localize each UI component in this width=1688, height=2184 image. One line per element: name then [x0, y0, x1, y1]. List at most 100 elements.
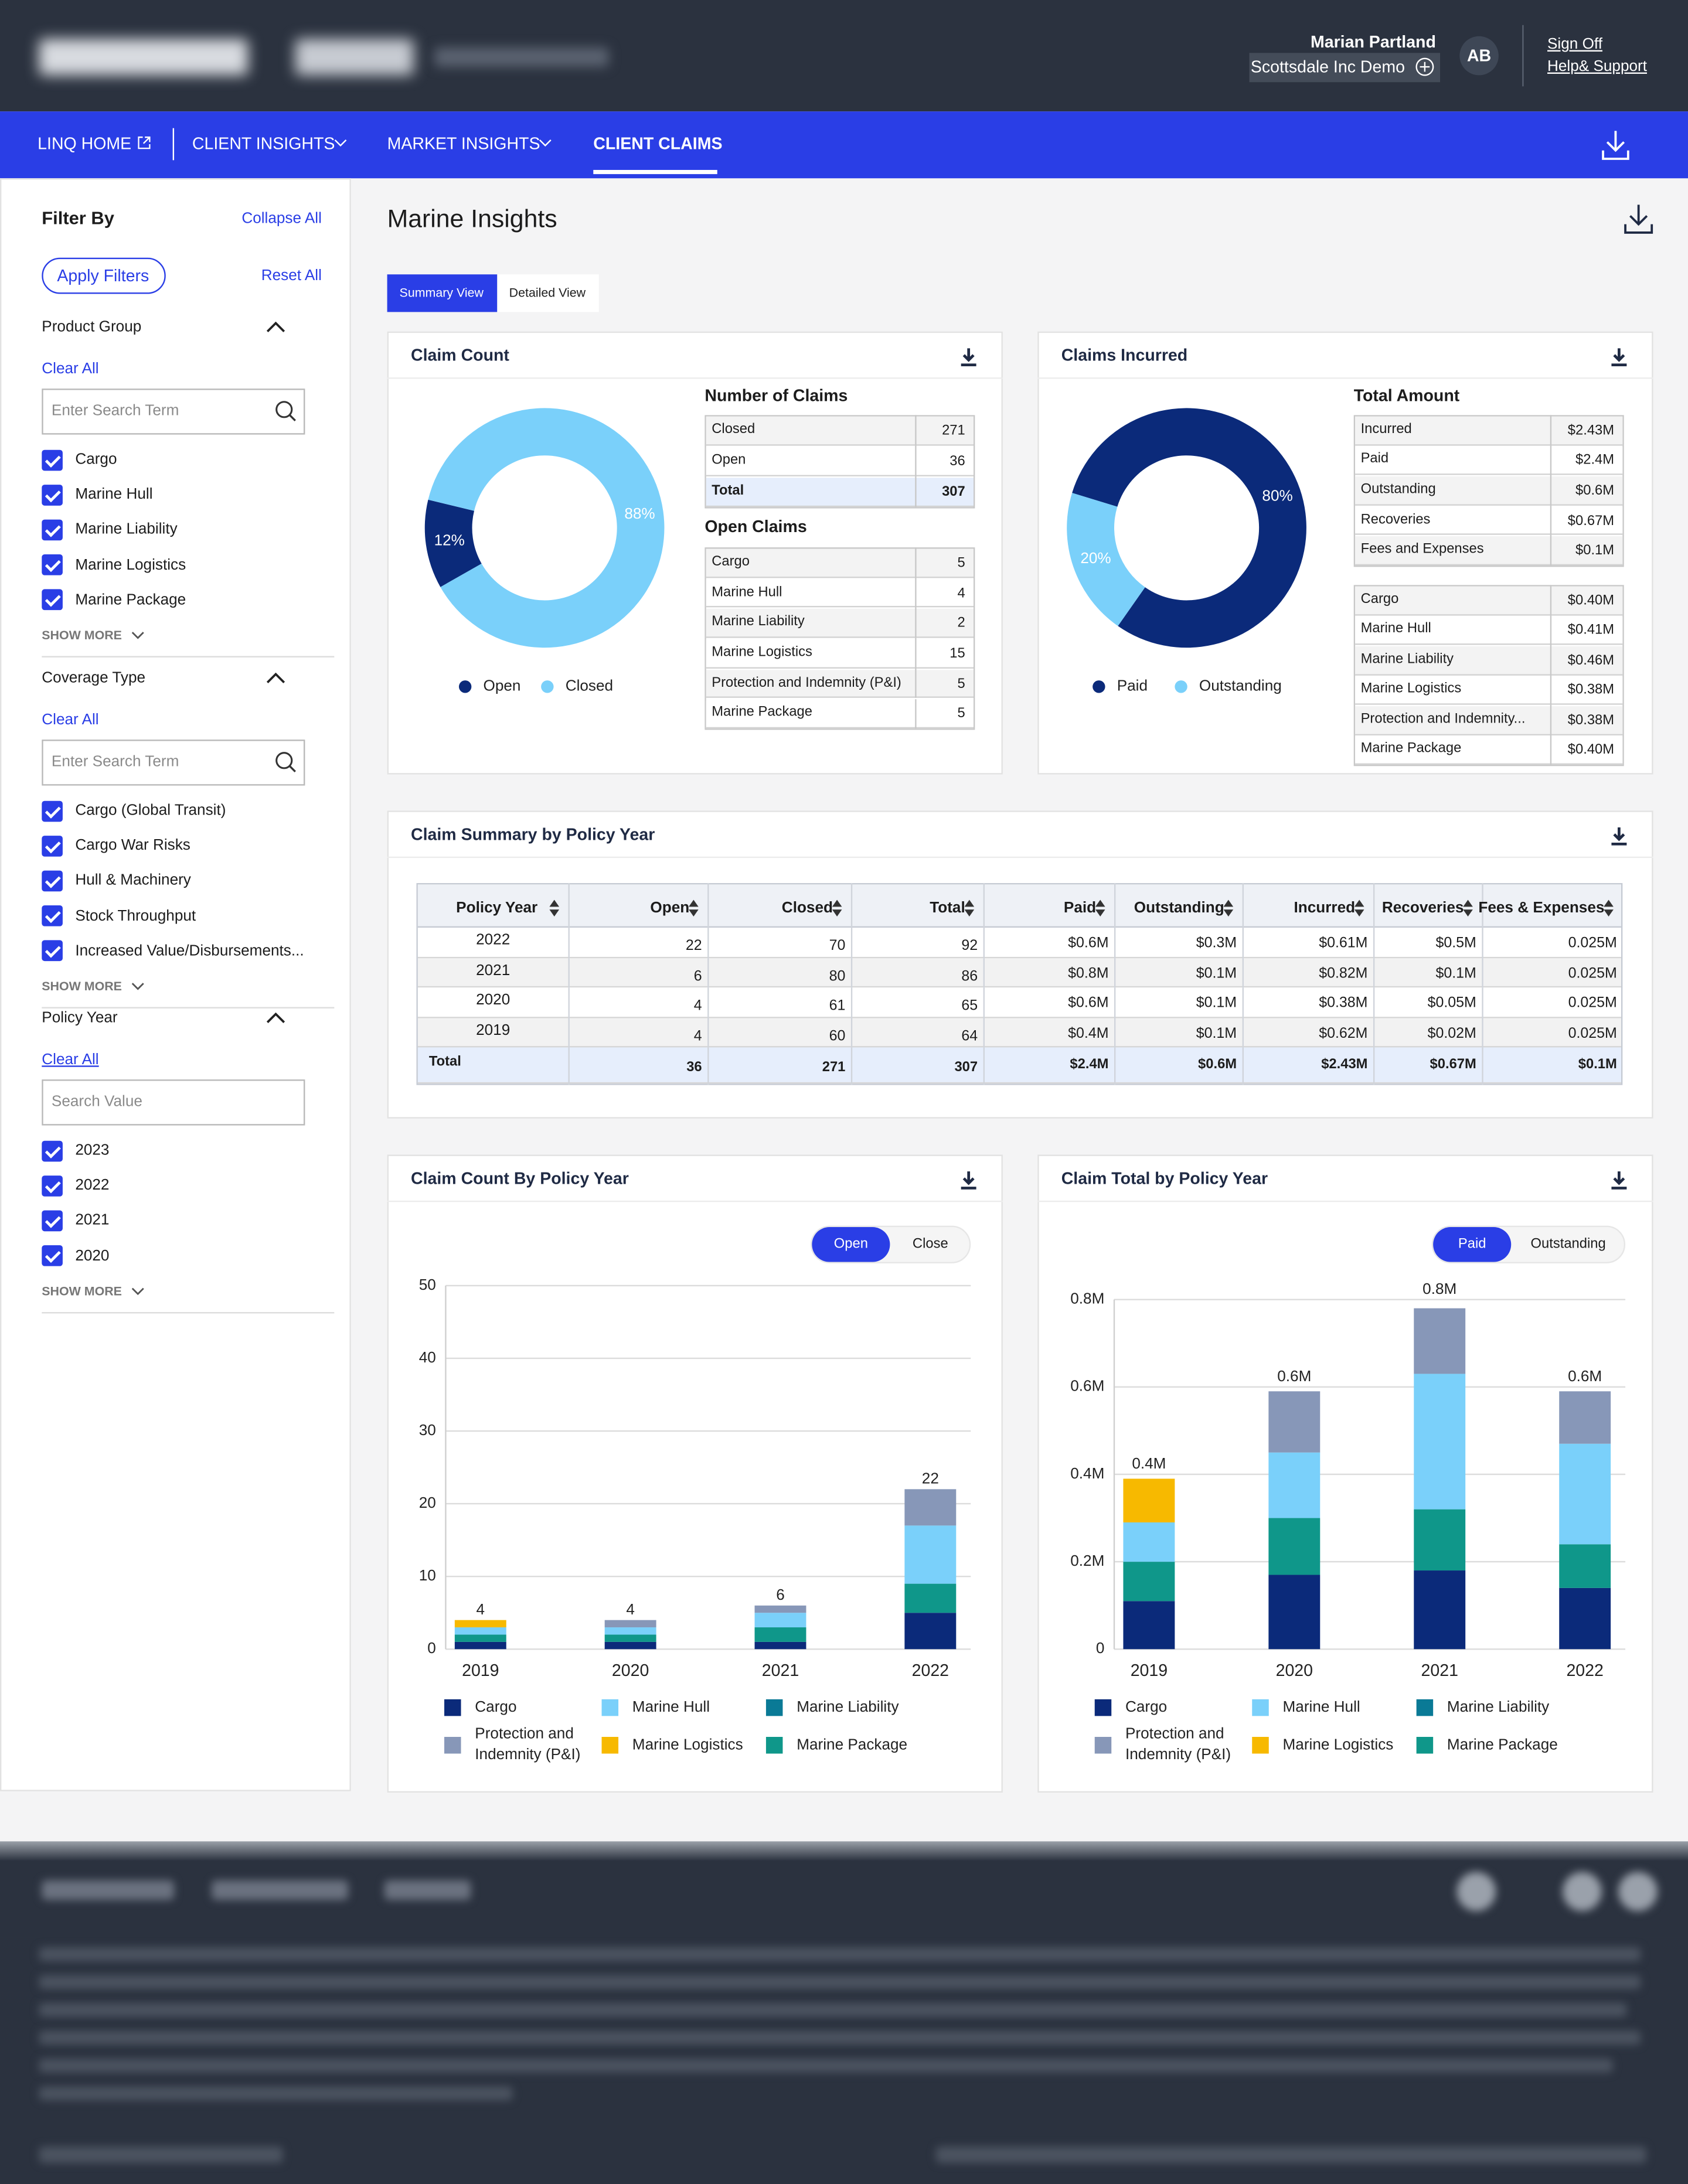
table-divider: [1373, 928, 1375, 959]
checkbox[interactable]: [42, 941, 63, 962]
tab-bg[interactable]: [497, 274, 599, 312]
checkbox[interactable]: [42, 554, 63, 575]
filter-option[interactable]: Marine Hull: [75, 486, 153, 503]
search-input[interactable]: [42, 740, 305, 786]
download-icon[interactable]: [1624, 203, 1653, 234]
filter-option[interactable]: 2020: [75, 1247, 110, 1265]
clear-all[interactable]: Clear All: [42, 711, 99, 729]
nav-item[interactable]: MARKET INSIGHTS: [387, 134, 540, 154]
apply-button[interactable]: [42, 257, 166, 294]
table-cell: $0.6M: [1068, 994, 1109, 1011]
checkbox[interactable]: [42, 835, 63, 857]
column-header[interactable]: Closed: [781, 900, 833, 917]
table-divider: [1482, 1047, 1483, 1084]
show-more[interactable]: SHOW MORE: [42, 979, 122, 993]
table-row: [706, 609, 974, 638]
table-value: $0.38M: [1567, 713, 1615, 728]
table-label: Marine Logistics: [712, 645, 812, 660]
total-label: 0.4M: [1132, 1454, 1166, 1472]
filter-option[interactable]: Cargo: [75, 451, 117, 468]
toggle-option[interactable]: Open: [833, 1236, 868, 1252]
table-divider: [707, 1018, 709, 1048]
table-divider: [915, 668, 917, 699]
chevron-up: [266, 321, 285, 333]
column-header[interactable]: Outstanding: [1134, 900, 1224, 917]
apply-filters[interactable]: Apply Filters: [57, 265, 149, 286]
collapse-all[interactable]: Collapse All: [241, 210, 322, 227]
toggle-active[interactable]: [812, 1227, 890, 1262]
reset-all[interactable]: Reset All: [261, 267, 322, 284]
chevron-down: [131, 1287, 144, 1295]
checkbox[interactable]: [42, 1140, 63, 1161]
filter-option[interactable]: 2022: [75, 1177, 110, 1194]
account-name[interactable]: Scottsdale Inc Demo: [1250, 57, 1405, 77]
filter-option[interactable]: Marine Liability: [75, 521, 178, 539]
toggle-option[interactable]: Close: [912, 1236, 948, 1252]
column-header[interactable]: Policy Year: [456, 900, 538, 917]
table-cell: 36: [686, 1059, 702, 1075]
toggle-option[interactable]: Paid: [1458, 1236, 1486, 1252]
show-more[interactable]: SHOW MORE: [42, 1284, 122, 1298]
help-link[interactable]: Help& Support: [1547, 58, 1648, 76]
show-more[interactable]: SHOW MORE: [42, 628, 122, 642]
nav-item[interactable]: LINQ HOME: [38, 134, 132, 154]
clear-all[interactable]: Clear All: [42, 360, 99, 378]
table-cell: 0.025M: [1568, 965, 1617, 982]
column-header[interactable]: Recoveries: [1381, 900, 1464, 917]
filter-option[interactable]: 2023: [75, 1142, 110, 1159]
table-row: [417, 958, 1621, 988]
filter-option[interactable]: Cargo War Risks: [75, 837, 190, 854]
table-row: [1355, 537, 1623, 565]
nav-bar: [0, 111, 1688, 179]
filter-option[interactable]: Stock Throughput: [75, 907, 196, 925]
add-icon[interactable]: [1415, 57, 1434, 76]
tab[interactable]: Summary View: [399, 285, 484, 300]
table-value: $0.38M: [1567, 683, 1615, 699]
toggle-active[interactable]: [1433, 1227, 1512, 1262]
toggle-option[interactable]: Outstanding: [1530, 1236, 1606, 1252]
legend-label: Marine Package: [1447, 1736, 1558, 1753]
search-input[interactable]: [42, 1079, 305, 1126]
legend-label: Marine Hull: [1282, 1698, 1360, 1716]
table-divider: [983, 928, 985, 959]
filter-option[interactable]: 2021: [75, 1212, 110, 1229]
bar-segment: [904, 1613, 957, 1650]
table-cell: $2.43M: [1321, 1057, 1368, 1073]
panel-title: Claim Count By Policy Year: [410, 1168, 629, 1188]
table-value: $0.40M: [1567, 592, 1615, 609]
checkbox[interactable]: [42, 449, 63, 471]
nav-item[interactable]: CLIENT CLAIMS: [593, 134, 723, 154]
table-divider: [1242, 928, 1244, 959]
column-header[interactable]: Open: [650, 900, 690, 917]
clear-all[interactable]: Clear All: [42, 1051, 99, 1069]
logo: [295, 39, 414, 76]
table-cell: 80: [829, 967, 846, 984]
filter-option[interactable]: Hull & Machinery: [75, 872, 191, 890]
checkbox[interactable]: [42, 1210, 63, 1231]
checkbox[interactable]: [42, 519, 63, 540]
tab-active-bg[interactable]: [387, 274, 498, 312]
checkbox[interactable]: [42, 870, 63, 891]
sign-off-link[interactable]: Sign Off: [1547, 36, 1602, 53]
checkbox[interactable]: [42, 484, 63, 506]
column-header[interactable]: Incurred: [1294, 900, 1356, 917]
tab[interactable]: Detailed View: [509, 285, 586, 300]
checkbox[interactable]: [42, 1175, 63, 1197]
checkbox[interactable]: [42, 1245, 63, 1266]
download-icon[interactable]: [1602, 130, 1630, 160]
account-box[interactable]: [1249, 53, 1441, 83]
column-header[interactable]: Total: [930, 900, 965, 917]
checkbox[interactable]: [42, 905, 63, 926]
filter-option[interactable]: Marine Package: [75, 591, 186, 609]
filter-option[interactable]: Increased Value/Disbursements...: [75, 942, 304, 960]
sort-icon: [689, 900, 699, 917]
nav-item[interactable]: CLIENT INSIGHTS: [192, 134, 335, 154]
search-input[interactable]: [42, 389, 305, 435]
avatar[interactable]: [1459, 36, 1499, 76]
column-header[interactable]: Fees & Expenses: [1478, 900, 1605, 917]
checkbox[interactable]: [42, 800, 63, 822]
column-header[interactable]: Paid: [1063, 900, 1097, 917]
filter-option[interactable]: Cargo (Global Transit): [75, 802, 226, 819]
checkbox[interactable]: [42, 590, 63, 611]
filter-option[interactable]: Marine Logistics: [75, 556, 186, 574]
